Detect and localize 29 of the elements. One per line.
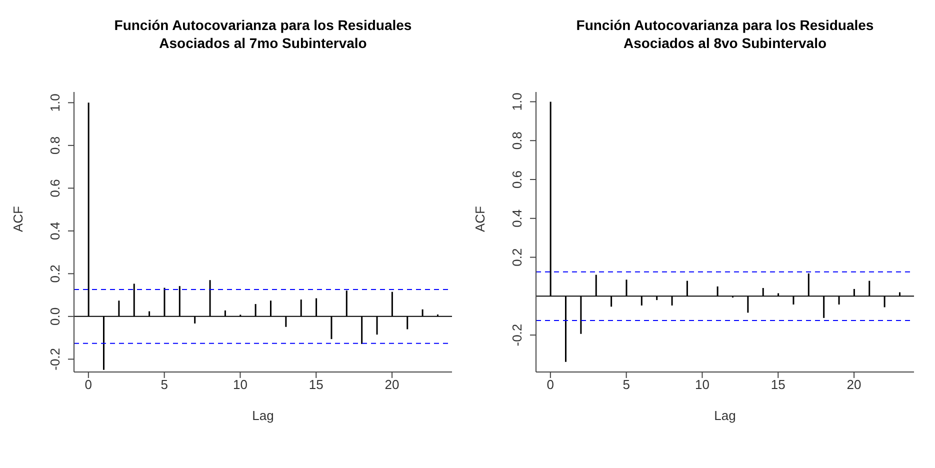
y-tick-label: 0.2: [47, 264, 62, 283]
chart-title: Función Autocovarianza para los Residuales Asociados al 8vo Subintervalo: [575, 16, 875, 52]
x-tick-label: 10: [232, 377, 248, 392]
y-tick-label: 1.0: [509, 92, 524, 111]
y-tick-label: 1.0: [47, 94, 62, 112]
y-tick-label: 0.8: [47, 136, 62, 154]
x-axis-title: Lag: [252, 408, 274, 423]
y-tick-label: 0.6: [47, 179, 62, 198]
x-tick-label: 5: [622, 377, 630, 392]
y-tick-label: 0.6: [509, 170, 524, 189]
x-axis-title: Lag: [714, 408, 736, 423]
y-tick-label: 0.8: [509, 132, 524, 150]
y-tick-label: 0.0: [47, 307, 62, 326]
y-tick-label: 0.4: [509, 209, 524, 228]
y-tick-label: 0.4: [47, 222, 62, 240]
x-tick-label: 15: [308, 377, 324, 392]
y-tick-label: 0.2: [509, 248, 524, 266]
x-tick-label: 20: [846, 377, 862, 392]
x-tick-label: 20: [384, 377, 400, 392]
x-tick-label: 0: [84, 377, 92, 392]
x-tick-label: 15: [770, 377, 786, 392]
y-tick-label: -0.2: [47, 348, 62, 370]
x-tick-label: 0: [546, 377, 554, 392]
y-axis-title: ACF: [10, 206, 26, 232]
y-tick-label: -0.2: [509, 324, 524, 346]
x-tick-label: 5: [160, 377, 168, 392]
x-tick-label: 10: [694, 377, 710, 392]
y-axis-title: ACF: [472, 206, 488, 232]
chart-title: Función Autocovarianza para los Residuales Asociados al 7mo Subintervalo: [113, 16, 413, 52]
